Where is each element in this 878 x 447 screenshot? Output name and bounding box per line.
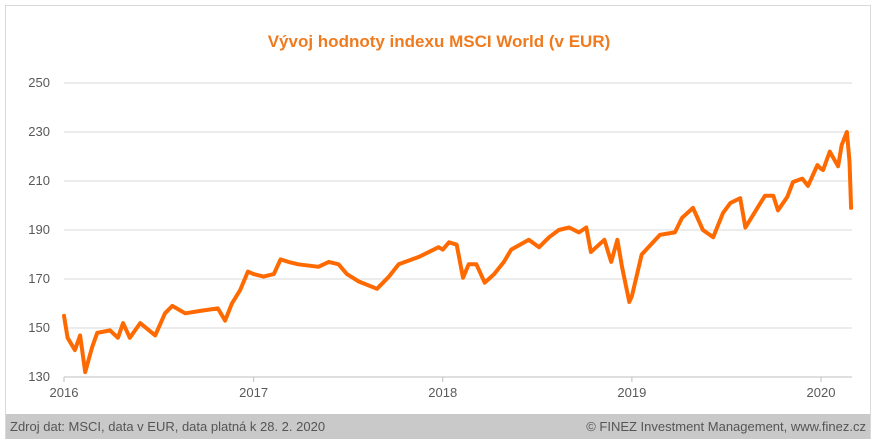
y-tick-label: 210 xyxy=(28,173,50,188)
y-tick-label: 130 xyxy=(28,369,50,384)
x-tick-label: 2020 xyxy=(807,385,836,400)
y-tick-label: 190 xyxy=(28,222,50,237)
source-note: Zdroj dat: MSCI, data v EUR, data platná… xyxy=(10,419,326,434)
y-tick-label: 150 xyxy=(28,320,50,335)
x-tick-label: 2019 xyxy=(617,385,646,400)
footer-bar: Zdroj dat: MSCI, data v EUR, data platná… xyxy=(6,414,870,439)
y-tick-label: 230 xyxy=(28,124,50,139)
copyright-note: © FINEZ Investment Management, www.finez… xyxy=(586,419,866,434)
x-tick-label: 2018 xyxy=(428,385,457,400)
y-tick-label: 170 xyxy=(28,271,50,286)
chart-title: Vývoj hodnoty indexu MSCI World (v EUR) xyxy=(267,32,611,51)
series-line xyxy=(62,130,854,375)
y-tick-label: 250 xyxy=(28,75,50,90)
x-tick-label: 2017 xyxy=(239,385,268,400)
x-tick-label: 2016 xyxy=(50,385,79,400)
